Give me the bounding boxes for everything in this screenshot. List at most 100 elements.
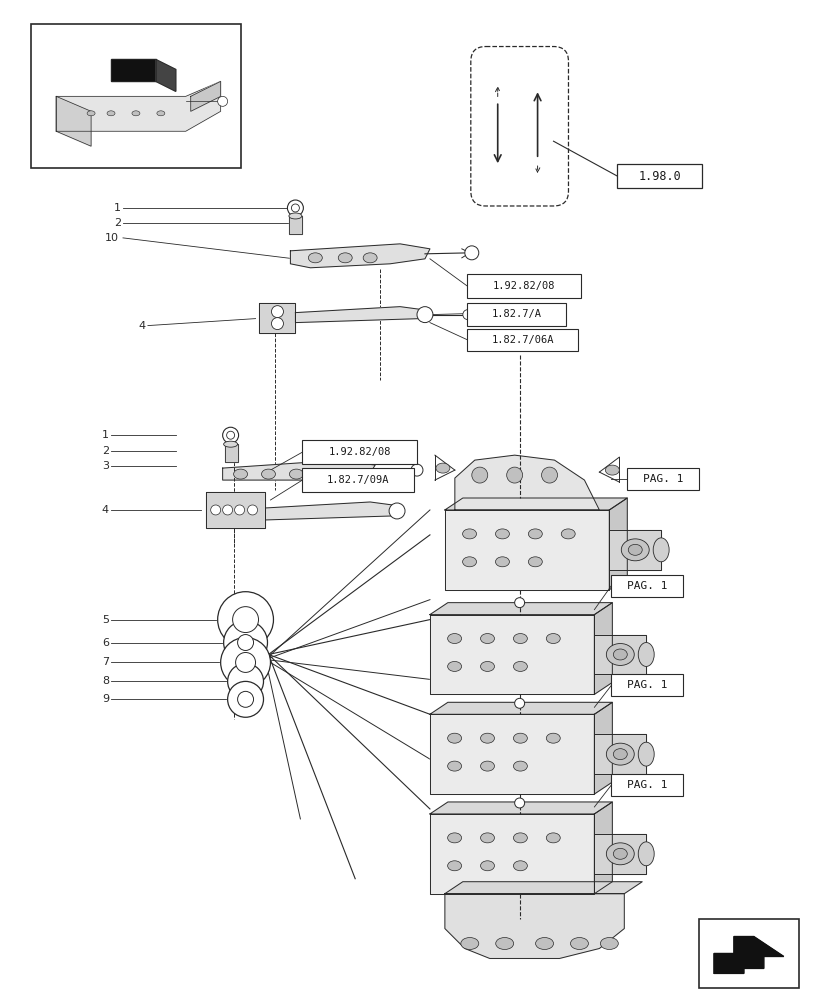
Circle shape xyxy=(237,691,253,707)
Text: 5: 5 xyxy=(102,615,109,625)
Ellipse shape xyxy=(462,557,476,567)
Text: 8: 8 xyxy=(102,676,109,686)
Circle shape xyxy=(234,505,244,515)
Polygon shape xyxy=(205,492,265,528)
Circle shape xyxy=(223,621,267,664)
Polygon shape xyxy=(444,894,624,958)
Polygon shape xyxy=(429,615,594,694)
Circle shape xyxy=(291,204,299,212)
Ellipse shape xyxy=(447,634,461,644)
Ellipse shape xyxy=(131,111,140,116)
Circle shape xyxy=(227,681,263,717)
Circle shape xyxy=(222,427,238,443)
Ellipse shape xyxy=(156,111,165,116)
Polygon shape xyxy=(295,307,429,323)
Polygon shape xyxy=(444,882,642,894)
Circle shape xyxy=(462,310,472,320)
Text: 2: 2 xyxy=(114,218,121,228)
FancyBboxPatch shape xyxy=(471,47,568,206)
Polygon shape xyxy=(594,635,645,674)
Circle shape xyxy=(218,592,273,648)
Ellipse shape xyxy=(513,833,527,843)
Text: 1: 1 xyxy=(102,430,109,440)
Circle shape xyxy=(464,246,478,260)
Ellipse shape xyxy=(513,733,527,743)
Bar xyxy=(302,468,414,492)
Ellipse shape xyxy=(528,529,542,539)
Ellipse shape xyxy=(289,213,302,219)
Ellipse shape xyxy=(87,111,95,116)
Polygon shape xyxy=(429,702,612,714)
Text: PAG. 1: PAG. 1 xyxy=(642,474,682,484)
Text: 6: 6 xyxy=(102,638,109,648)
Bar xyxy=(302,440,417,464)
Circle shape xyxy=(287,200,303,216)
Polygon shape xyxy=(594,834,645,874)
Circle shape xyxy=(232,607,258,633)
Circle shape xyxy=(236,652,256,672)
Polygon shape xyxy=(224,444,237,462)
Polygon shape xyxy=(444,510,609,590)
Bar xyxy=(610,674,682,696)
Text: 1.92.82/08: 1.92.82/08 xyxy=(328,447,390,457)
Bar xyxy=(31,24,241,168)
Bar xyxy=(610,774,682,796)
Circle shape xyxy=(220,638,270,687)
Ellipse shape xyxy=(338,253,351,263)
Circle shape xyxy=(514,598,524,608)
Ellipse shape xyxy=(480,733,494,743)
Ellipse shape xyxy=(480,761,494,771)
Ellipse shape xyxy=(233,469,247,479)
Ellipse shape xyxy=(495,557,509,567)
Ellipse shape xyxy=(535,938,553,949)
Ellipse shape xyxy=(461,938,478,949)
Text: 1.82.7/A: 1.82.7/A xyxy=(491,309,541,319)
Circle shape xyxy=(410,464,423,476)
Circle shape xyxy=(227,431,234,439)
Ellipse shape xyxy=(495,938,513,949)
Ellipse shape xyxy=(447,661,461,671)
Ellipse shape xyxy=(638,742,653,766)
Polygon shape xyxy=(444,498,627,510)
Polygon shape xyxy=(429,814,594,894)
Ellipse shape xyxy=(513,861,527,871)
Ellipse shape xyxy=(605,465,619,475)
Text: PAG. 1: PAG. 1 xyxy=(626,581,667,591)
Polygon shape xyxy=(454,455,599,510)
Ellipse shape xyxy=(638,842,653,866)
Polygon shape xyxy=(609,498,627,590)
Ellipse shape xyxy=(546,634,560,644)
Text: 7: 7 xyxy=(102,657,109,667)
Polygon shape xyxy=(429,714,594,794)
Circle shape xyxy=(222,505,232,515)
Ellipse shape xyxy=(513,761,527,771)
Text: 1.82.7/06A: 1.82.7/06A xyxy=(490,335,553,345)
Ellipse shape xyxy=(570,938,588,949)
Polygon shape xyxy=(594,802,612,894)
Ellipse shape xyxy=(620,539,648,561)
Ellipse shape xyxy=(480,661,494,671)
Circle shape xyxy=(471,467,487,483)
Bar xyxy=(610,575,682,597)
Polygon shape xyxy=(290,244,429,268)
Circle shape xyxy=(210,505,220,515)
Polygon shape xyxy=(190,81,220,111)
Polygon shape xyxy=(265,502,399,520)
Polygon shape xyxy=(609,530,661,570)
Ellipse shape xyxy=(605,743,633,765)
Ellipse shape xyxy=(462,529,476,539)
Ellipse shape xyxy=(561,529,575,539)
Ellipse shape xyxy=(363,253,376,263)
Text: 1.98.0: 1.98.0 xyxy=(638,170,681,183)
Circle shape xyxy=(237,635,253,650)
Ellipse shape xyxy=(613,848,627,859)
Polygon shape xyxy=(222,460,375,480)
Circle shape xyxy=(247,505,257,515)
Bar xyxy=(698,919,798,988)
Text: 10: 10 xyxy=(105,233,119,243)
Ellipse shape xyxy=(480,861,494,871)
Polygon shape xyxy=(155,59,175,91)
Ellipse shape xyxy=(289,469,303,479)
Polygon shape xyxy=(429,802,612,814)
Circle shape xyxy=(227,663,263,699)
